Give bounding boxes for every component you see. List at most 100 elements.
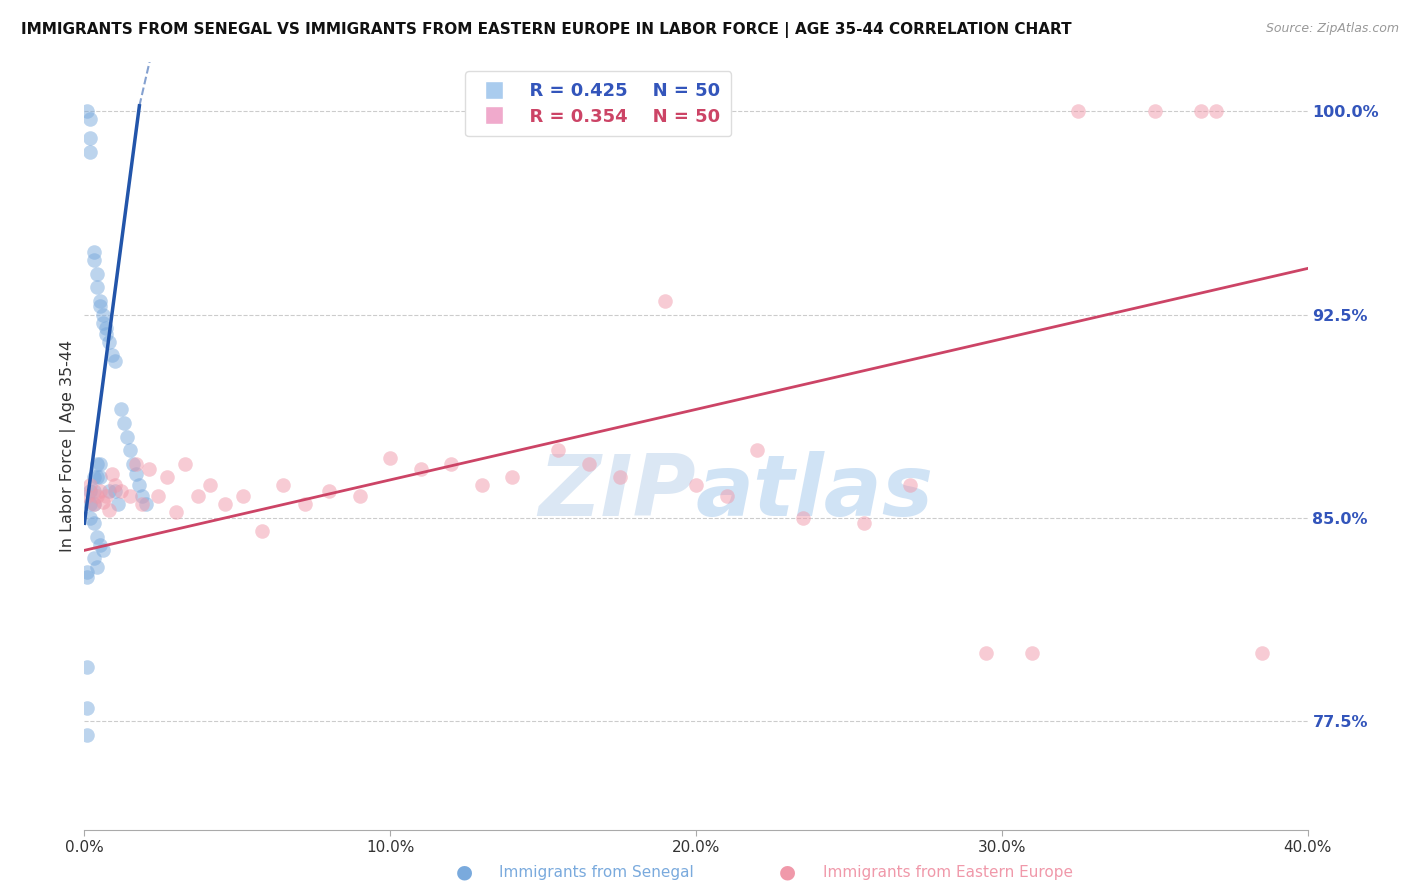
Point: [101, 467, 124, 482]
Point: [86, 267, 108, 281]
Point: [89, 293, 111, 308]
Point: [654, 293, 676, 308]
Point: [716, 489, 738, 503]
Point: [86, 559, 108, 574]
Point: [79, 511, 101, 525]
Point: [685, 478, 707, 492]
Point: [83, 497, 105, 511]
Point: [83, 497, 105, 511]
Legend:   R = 0.425    N = 50,   R = 0.354    N = 50: R = 0.425 N = 50, R = 0.354 N = 50: [465, 71, 731, 136]
Point: [976, 646, 998, 660]
Point: [76, 700, 98, 714]
Point: [79, 131, 101, 145]
Text: atlas: atlas: [696, 450, 934, 533]
Point: [792, 511, 814, 525]
Point: [174, 457, 197, 471]
Point: [94, 489, 117, 503]
Point: [250, 524, 273, 539]
Point: [83, 516, 105, 531]
Point: [198, 478, 221, 492]
Point: [135, 497, 157, 511]
Point: [409, 462, 432, 476]
Point: [86, 470, 108, 484]
Point: [747, 443, 769, 458]
Point: [120, 443, 142, 458]
Point: [94, 321, 117, 335]
Point: [97, 502, 120, 516]
Point: [89, 483, 111, 498]
Text: IMMIGRANTS FROM SENEGAL VS IMMIGRANTS FROM EASTERN EUROPE IN LABOR FORCE | AGE 3: IMMIGRANTS FROM SENEGAL VS IMMIGRANTS FR…: [21, 22, 1071, 38]
Point: [380, 451, 402, 466]
Point: [94, 326, 117, 341]
Point: [1067, 104, 1090, 119]
Point: [120, 489, 142, 503]
Point: [89, 538, 111, 552]
Point: [578, 457, 600, 471]
Point: [76, 565, 98, 579]
Point: [86, 489, 108, 503]
Point: [502, 470, 524, 484]
Point: [79, 478, 101, 492]
Point: [86, 280, 108, 294]
Point: [91, 316, 114, 330]
Point: [146, 489, 169, 503]
Point: [104, 478, 127, 492]
Point: [1205, 104, 1227, 119]
Point: [83, 551, 105, 566]
Point: [471, 478, 494, 492]
Text: ●: ●: [456, 863, 472, 882]
Point: [89, 299, 111, 313]
Point: [131, 489, 153, 503]
Point: [76, 104, 98, 119]
Point: [104, 353, 127, 368]
Point: [1143, 104, 1166, 119]
Text: ●: ●: [779, 863, 796, 882]
Point: [349, 489, 371, 503]
Point: [186, 489, 208, 503]
Point: [110, 483, 132, 498]
Point: [76, 660, 98, 674]
Point: [97, 483, 120, 498]
Point: [79, 497, 101, 511]
Point: [104, 483, 127, 498]
Text: Immigrants from Senegal: Immigrants from Senegal: [499, 865, 695, 880]
Point: [83, 483, 105, 498]
Point: [156, 470, 179, 484]
Point: [83, 470, 105, 484]
Point: [112, 416, 135, 430]
Point: [125, 457, 148, 471]
Point: [318, 483, 340, 498]
Point: [91, 494, 114, 508]
Text: ZIP: ZIP: [538, 450, 696, 533]
Point: [294, 497, 316, 511]
Point: [110, 402, 132, 417]
Point: [232, 489, 254, 503]
Point: [1250, 646, 1272, 660]
Point: [128, 478, 150, 492]
Point: [79, 145, 101, 159]
Y-axis label: In Labor Force | Age 35-44: In Labor Force | Age 35-44: [60, 340, 76, 552]
Point: [547, 443, 569, 458]
Point: [107, 497, 129, 511]
Point: [122, 457, 145, 471]
Point: [76, 728, 98, 742]
Point: [898, 478, 921, 492]
Point: [138, 462, 160, 476]
Point: [165, 505, 187, 519]
Point: [101, 348, 124, 362]
Point: [125, 467, 148, 482]
Point: [76, 570, 98, 584]
Point: [91, 543, 114, 558]
Point: [1189, 104, 1212, 119]
Point: [91, 308, 114, 322]
Point: [89, 457, 111, 471]
Point: [86, 530, 108, 544]
Point: [131, 497, 153, 511]
Text: Source: ZipAtlas.com: Source: ZipAtlas.com: [1265, 22, 1399, 36]
Text: Immigrants from Eastern Europe: Immigrants from Eastern Europe: [823, 865, 1073, 880]
Point: [83, 245, 105, 260]
Point: [1021, 646, 1043, 660]
Point: [79, 112, 101, 127]
Point: [115, 429, 138, 443]
Point: [214, 497, 236, 511]
